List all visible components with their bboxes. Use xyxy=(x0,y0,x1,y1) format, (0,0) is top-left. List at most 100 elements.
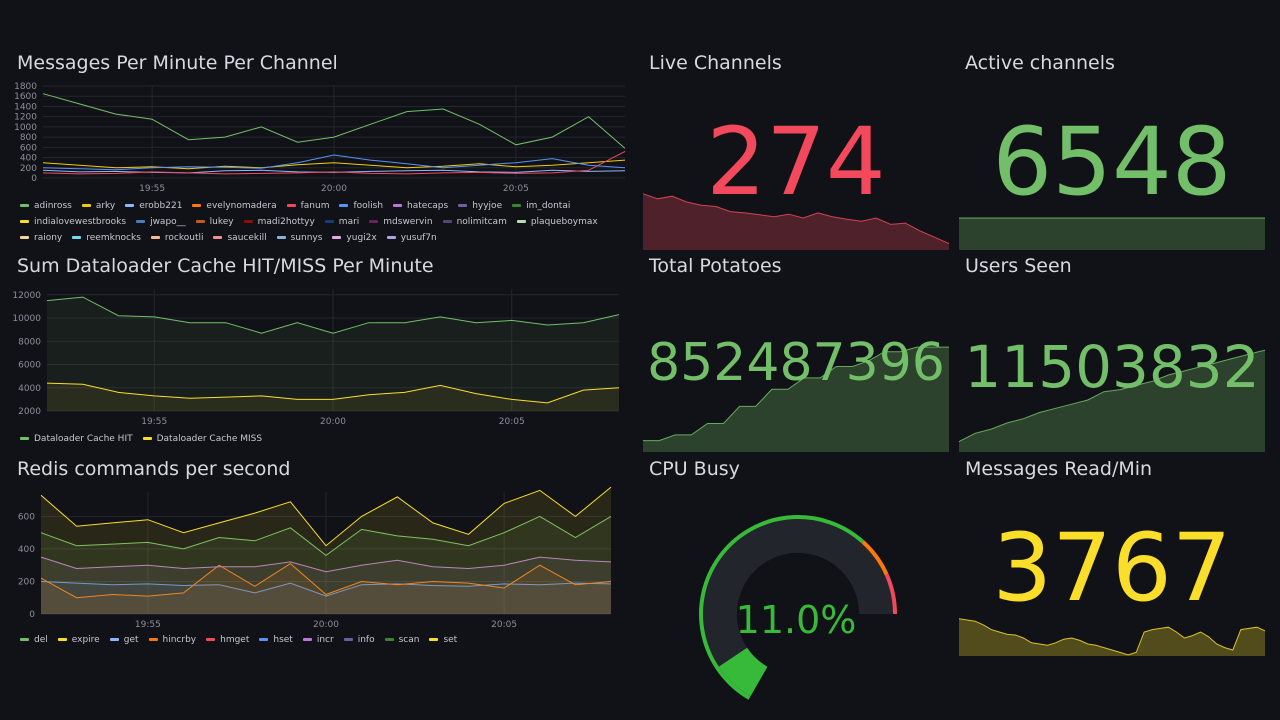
legend-item-arky[interactable]: arky xyxy=(81,198,115,214)
legend-item-get[interactable]: get xyxy=(109,632,139,648)
legend-item-info[interactable]: info xyxy=(343,632,375,648)
redis-chart[interactable]: 0 200 400 600 19:55 20:00 20:05 xyxy=(17,486,629,630)
legend-swatch xyxy=(81,204,91,207)
legend-item-erobb221[interactable]: erobb221 xyxy=(125,198,182,214)
y-tick-label: 200 xyxy=(18,577,35,587)
panel-total-potatoes: Total Potatoes 852487396 xyxy=(643,255,949,453)
legend-item-mari[interactable]: mari xyxy=(324,214,360,230)
legend-item-nolimitcam[interactable]: nolimitcam xyxy=(442,214,507,230)
legend-item-saucekill[interactable]: saucekill xyxy=(213,230,267,246)
legend-item-scan[interactable]: scan xyxy=(384,632,419,648)
legend-swatch xyxy=(20,220,29,223)
legend-item-madi2hottyy[interactable]: madi2hottyy xyxy=(243,214,315,230)
legend-swatch xyxy=(259,638,269,641)
legend-item-lukey[interactable]: lukey xyxy=(195,214,234,230)
legend-swatch xyxy=(150,236,160,239)
legend-item-incr[interactable]: incr xyxy=(302,632,334,648)
legend-item-set[interactable]: set xyxy=(429,632,457,648)
legend-item-yugi2x[interactable]: yugi2x xyxy=(332,230,377,246)
legend-swatch xyxy=(339,204,349,207)
legend-swatch xyxy=(57,638,67,641)
legend-item-del[interactable]: del xyxy=(20,632,48,648)
x-tick-label: 20:00 xyxy=(321,184,347,194)
legend-item-expire[interactable]: expire xyxy=(57,632,100,648)
legend-item-raiony[interactable]: raiony xyxy=(20,230,62,246)
legend-item-reemknocks[interactable]: reemknocks xyxy=(72,230,141,246)
legend-item-hatecaps[interactable]: hatecaps xyxy=(393,198,448,214)
legend-swatch xyxy=(442,220,452,223)
axis: 2000 4000 6000 8000 10000 12000 19:55 20:00 20:0… xyxy=(12,289,619,427)
legend-item-indialovewestbrooks[interactable]: indialovewestbrooks xyxy=(20,214,126,230)
legend-swatch xyxy=(206,638,216,641)
panel-title: Users Seen xyxy=(965,255,1072,277)
live-channels-sparkline xyxy=(642,193,950,250)
sparkline-area xyxy=(643,347,949,452)
series-area-incr xyxy=(41,557,611,614)
legend-swatch xyxy=(393,204,403,207)
legend-item-plaqueboymax[interactable]: plaqueboymax xyxy=(516,214,598,230)
messages-read-sparkline xyxy=(958,618,1266,656)
legend-item-yusuf7n[interactable]: yusuf7n xyxy=(386,230,437,246)
panel-messages-read: Messages Read/Min 3767 xyxy=(958,458,1266,656)
legend-swatch xyxy=(386,236,396,239)
y-tick-label: 1400 xyxy=(14,102,37,112)
gauge-value: 11.0% xyxy=(735,598,857,642)
cache-legend: Dataloader Cache HIT Dataloader Cache MIS… xyxy=(20,431,628,447)
legend-swatch xyxy=(243,220,253,223)
stat-value: 3767 xyxy=(992,514,1232,623)
legend-item-hset[interactable]: hset xyxy=(259,632,293,648)
legend-item-mdswervin[interactable]: mdswervin xyxy=(369,214,433,230)
stat-value: 11503832 xyxy=(964,333,1260,401)
legend-item-adinross[interactable]: adinross xyxy=(20,198,72,214)
y-tick-label: 1800 xyxy=(14,82,37,92)
legend-item-fanum[interactable]: fanum xyxy=(286,198,329,214)
legend-item-jwapo-[interactable]: jwapo__ xyxy=(136,214,186,230)
legend-item-foolish[interactable]: foolish xyxy=(339,198,383,214)
sparkline-area xyxy=(959,618,1265,656)
legend-swatch xyxy=(148,638,158,641)
x-tick-label: 20:05 xyxy=(503,184,529,194)
legend-item-hyyjoe[interactable]: hyyjoe xyxy=(458,198,502,214)
legend-label: erobb221 xyxy=(139,201,183,211)
legend-swatch xyxy=(324,220,334,223)
sparkline-area xyxy=(959,218,1265,250)
legend-item-rockoutli[interactable]: rockoutli xyxy=(150,230,203,246)
legend-item-dataloader-cache-hit[interactable]: Dataloader Cache HIT xyxy=(20,431,133,447)
legend-item-im-dontai[interactable]: im_dontai xyxy=(512,198,570,214)
legend-label: hset xyxy=(273,635,293,645)
x-tick-label: 19:55 xyxy=(141,417,167,427)
series-area-hset xyxy=(41,581,611,614)
legend-swatch xyxy=(195,220,205,223)
legend-label: lukey xyxy=(209,217,234,227)
legend-item-sunnys[interactable]: sunnys xyxy=(276,230,322,246)
x-tick-label: 19:55 xyxy=(135,620,161,630)
legend-swatch xyxy=(20,204,29,207)
legend-item-hmget[interactable]: hmget xyxy=(206,632,249,648)
panel-dataloader-cache: Sum Dataloader Cache HIT/MISS Per Minute… xyxy=(12,255,629,450)
series-line-arky xyxy=(42,159,626,170)
legend-item-hincrby[interactable]: hincrby xyxy=(148,632,196,648)
cache-chart[interactable]: 2000 4000 6000 8000 10000 12000 19:55 20:00 20:0… xyxy=(12,287,629,427)
series-line-dataloader-cache-miss xyxy=(46,382,620,404)
legend-label: hmget xyxy=(220,635,250,645)
panel-title: Messages Read/Min xyxy=(965,458,1153,480)
total-potatoes-sparkline xyxy=(643,346,949,452)
panel-title: Live Channels xyxy=(649,52,782,74)
panel-redis-commands: Redis commands per second 0 200 400 600 19:5… xyxy=(17,458,629,653)
x-tick-label: 20:05 xyxy=(491,620,517,630)
legend-item-dataloader-cache-miss[interactable]: Dataloader Cache MISS xyxy=(142,431,262,447)
legend-label: yusuf7n xyxy=(400,233,437,243)
legend-swatch xyxy=(458,204,468,207)
legend-swatch xyxy=(384,638,394,641)
panel-title: Total Potatoes xyxy=(649,255,782,277)
legend-label: plaqueboymax xyxy=(530,217,598,227)
panel-live-channels: Live Channels 274 xyxy=(642,52,950,250)
legend-label: jwapo__ xyxy=(150,217,186,227)
legend-label: mari xyxy=(338,217,360,227)
legend-item-evelynomadera[interactable]: evelynomadera xyxy=(192,198,277,214)
series-line-incr xyxy=(40,556,612,573)
legend-swatch xyxy=(302,638,312,641)
legend-label: evelynomadera xyxy=(206,201,277,211)
